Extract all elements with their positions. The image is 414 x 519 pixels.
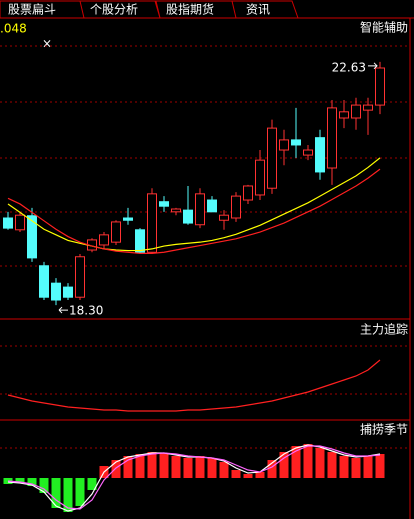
hist-bar [303,444,313,478]
candle-body [27,215,37,259]
hist-bar [339,456,349,478]
hist-bar [219,462,229,478]
hist-bar [327,452,337,478]
min-label: 18.30 [69,304,103,318]
hist-bar [363,456,373,478]
grid [0,45,410,449]
hist-bar [351,458,361,478]
candle-body [15,214,25,231]
hist-bar [279,452,289,478]
hist-bar [207,458,217,478]
candle-body [207,199,217,213]
hist-bar [195,456,205,478]
ma-line [7,157,381,252]
max-label: 22.63 [332,60,366,74]
candle-body [183,209,193,224]
trend-line [7,359,381,412]
hist-bar [267,460,277,478]
candle-body [159,201,169,207]
hist-bar [159,453,169,478]
candle-body [219,214,229,221]
hist-bar [123,456,133,478]
hist-bar [39,478,49,493]
candle-body [147,193,157,253]
panel-title: 智能辅助 [360,20,408,35]
candle-body [135,229,145,253]
hist-bar [63,478,73,512]
candle-body [315,137,325,173]
min-arrow [58,306,68,314]
panel-title: 捕捞季节 [360,422,408,437]
max-arrow [368,62,378,70]
signal-line [7,445,381,510]
candle-body [111,221,121,243]
hist-bar [231,470,241,478]
hist-bar [87,478,97,490]
candle-body [255,159,265,196]
candle-body [339,111,349,119]
candle-body [39,265,49,298]
hist-bar [375,454,385,478]
candle-body [351,104,361,119]
candle-body [291,139,301,146]
tab-outline [0,0,299,19]
candle-body [3,217,13,229]
hist-bar [27,478,37,486]
hist-bar [51,478,61,508]
tab[interactable]: 股票扁斗 [8,3,56,17]
candle-body [63,286,73,298]
hist-bar [3,478,13,484]
tab[interactable]: 个股分析 [90,3,138,17]
hist-bar [171,456,181,478]
hist-bar [135,454,145,478]
tab[interactable]: 股指期货 [166,2,214,17]
hist-bar [147,452,157,478]
tab-bar: 股票扁斗 个股分析 股指期货 资讯 [0,0,414,19]
tab-bar-bg [0,0,414,18]
candle-body [267,127,277,189]
candle-body [375,67,385,106]
hist-bar [111,460,121,478]
hist-bar [243,474,253,478]
hist-bar [315,448,325,478]
code-fragment: .048 [0,22,27,36]
candle-body [195,193,205,226]
candle-body [99,234,109,246]
candle-body [231,195,241,219]
candle-body [123,217,133,221]
tab[interactable]: 资讯 [246,3,270,17]
candle-body [279,139,289,151]
candle-body [327,107,337,169]
candle-body [243,185,253,201]
hist-bar [291,446,301,478]
candle-body [75,256,85,298]
hist-bar [183,458,193,478]
ma-line [7,168,381,254]
candle-body [303,149,313,156]
candle-body [171,208,181,213]
hist-bar [75,478,85,506]
panel-title: 主力追踪 [360,322,408,337]
close-icon[interactable]: × [42,37,52,51]
hist-bar [255,472,265,478]
candle-body [51,282,61,301]
hist-bar [15,478,25,483]
candle-body [363,104,373,111]
